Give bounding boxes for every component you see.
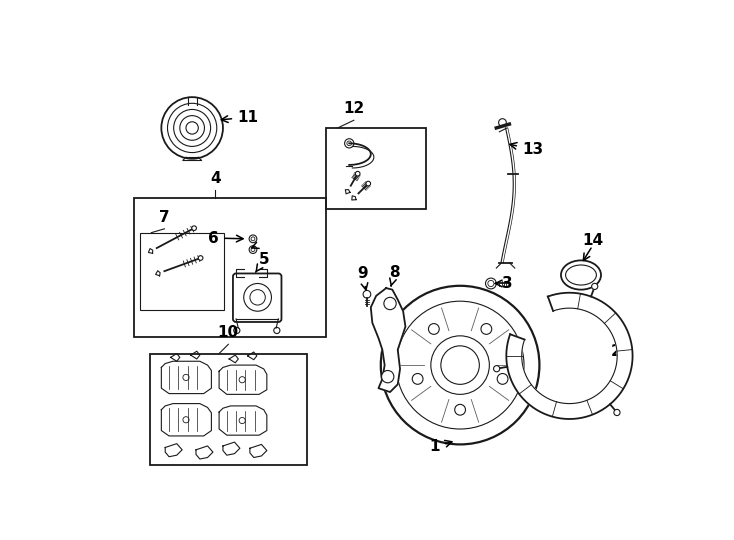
Polygon shape [346, 190, 350, 194]
Circle shape [244, 284, 272, 311]
Circle shape [592, 284, 597, 289]
Circle shape [381, 286, 539, 444]
Text: 8: 8 [389, 265, 400, 286]
Circle shape [441, 346, 479, 384]
Polygon shape [352, 196, 356, 200]
Polygon shape [506, 293, 633, 419]
Polygon shape [161, 403, 211, 436]
Text: 12: 12 [344, 102, 365, 117]
Text: 6: 6 [208, 231, 243, 246]
Circle shape [249, 246, 257, 253]
Text: 11: 11 [221, 110, 258, 125]
Text: 2: 2 [610, 344, 625, 383]
Circle shape [493, 366, 500, 372]
Text: 10: 10 [218, 326, 239, 340]
Circle shape [274, 327, 280, 334]
Polygon shape [219, 406, 267, 435]
Circle shape [614, 409, 620, 416]
Circle shape [249, 235, 257, 242]
Text: 4: 4 [210, 171, 220, 186]
Text: 7: 7 [159, 210, 170, 225]
Circle shape [384, 298, 396, 309]
Bar [139, 233, 225, 309]
Circle shape [382, 370, 394, 383]
Polygon shape [165, 444, 182, 457]
Circle shape [233, 327, 240, 334]
Text: 13: 13 [510, 142, 543, 157]
Polygon shape [223, 442, 240, 455]
FancyBboxPatch shape [233, 273, 281, 322]
Circle shape [344, 139, 354, 148]
Polygon shape [156, 271, 160, 276]
Circle shape [429, 323, 439, 334]
Ellipse shape [561, 260, 601, 289]
Text: 9: 9 [357, 266, 368, 290]
Circle shape [355, 171, 360, 176]
Circle shape [497, 374, 508, 384]
Polygon shape [161, 361, 211, 394]
Text: 14: 14 [582, 233, 603, 248]
Polygon shape [196, 446, 213, 459]
Circle shape [198, 255, 203, 260]
Polygon shape [219, 365, 267, 394]
Text: 5: 5 [255, 252, 270, 272]
Bar [326, 128, 426, 209]
Circle shape [431, 336, 490, 394]
Circle shape [455, 404, 465, 415]
Circle shape [363, 291, 371, 298]
Circle shape [366, 181, 371, 186]
Bar [134, 198, 326, 336]
Circle shape [192, 226, 197, 231]
Circle shape [481, 323, 492, 334]
Polygon shape [250, 444, 267, 457]
Circle shape [485, 278, 496, 289]
Text: 1: 1 [429, 439, 452, 454]
Circle shape [413, 374, 423, 384]
Ellipse shape [566, 265, 597, 285]
Text: 3: 3 [495, 276, 513, 291]
Bar [150, 354, 307, 465]
Polygon shape [148, 248, 153, 253]
Polygon shape [371, 288, 405, 392]
